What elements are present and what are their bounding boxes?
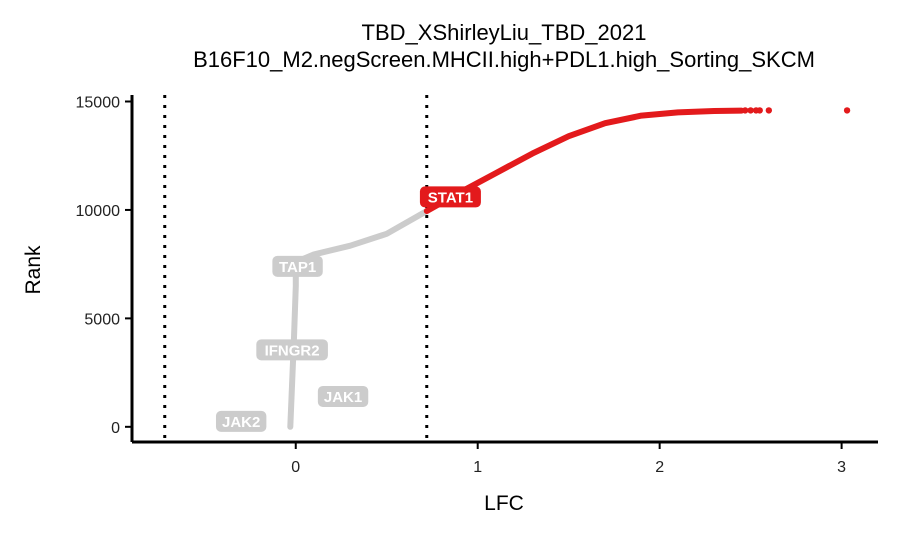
gene-label-tap1: TAP1 — [272, 255, 323, 277]
gene-label-jak2: JAK2 — [215, 410, 267, 432]
tail-point-3 — [756, 107, 763, 114]
gene-label-text-2: IFNGR2 — [265, 342, 320, 359]
y-tick-label-3: 15000 — [76, 95, 121, 112]
x-tick-label-1: 1 — [473, 459, 482, 476]
gene-labels: STAT1 TAP1 IFNGR2 JAK1 JAK2 — [215, 186, 481, 432]
gene-label-box-0 — [419, 186, 481, 208]
x-axis-title: LFC — [484, 492, 524, 515]
y-tick-label-1: 5000 — [84, 311, 120, 328]
tail-point-4 — [765, 107, 773, 114]
y-tick-label-0: 0 — [111, 420, 120, 437]
gene-label-stat1: STAT1 — [419, 186, 481, 208]
rank-curve — [287, 107, 851, 430]
tail-point-0 — [741, 107, 749, 114]
axes: 0 5000 10000 15000 0 1 2 3 — [76, 95, 878, 476]
gene-label-text-0: STAT1 — [428, 189, 473, 206]
gene-label-ifngr2: IFNGR2 — [256, 339, 328, 361]
chart-title: TBD_XShirleyLiu_TBD_2021 — [362, 20, 647, 45]
chart-subtitle: B16F10_M2.negScreen.MHCII.high+PDL1.high… — [193, 47, 815, 72]
gene-label-text-4: JAK2 — [222, 414, 260, 431]
tail-point-5 — [843, 107, 851, 114]
gene-label-box-4 — [215, 410, 267, 432]
gene-label-box-2 — [256, 339, 328, 361]
y-axis-title: Rank — [22, 245, 45, 295]
x-tick-label-3: 3 — [837, 459, 846, 476]
gene-label-text-3: JAK1 — [324, 389, 362, 406]
gene-label-text-1: TAP1 — [279, 259, 316, 276]
significant-curve — [423, 107, 745, 214]
y-tick-label-2: 10000 — [76, 203, 121, 220]
x-tick-label-2: 2 — [655, 459, 664, 476]
x-tick-label-0: 0 — [291, 459, 300, 476]
gene-label-box-1 — [272, 255, 323, 277]
tail-point-1 — [747, 107, 754, 114]
gene-label-box-3 — [317, 385, 369, 407]
gene-label-jak1: JAK1 — [317, 385, 369, 407]
